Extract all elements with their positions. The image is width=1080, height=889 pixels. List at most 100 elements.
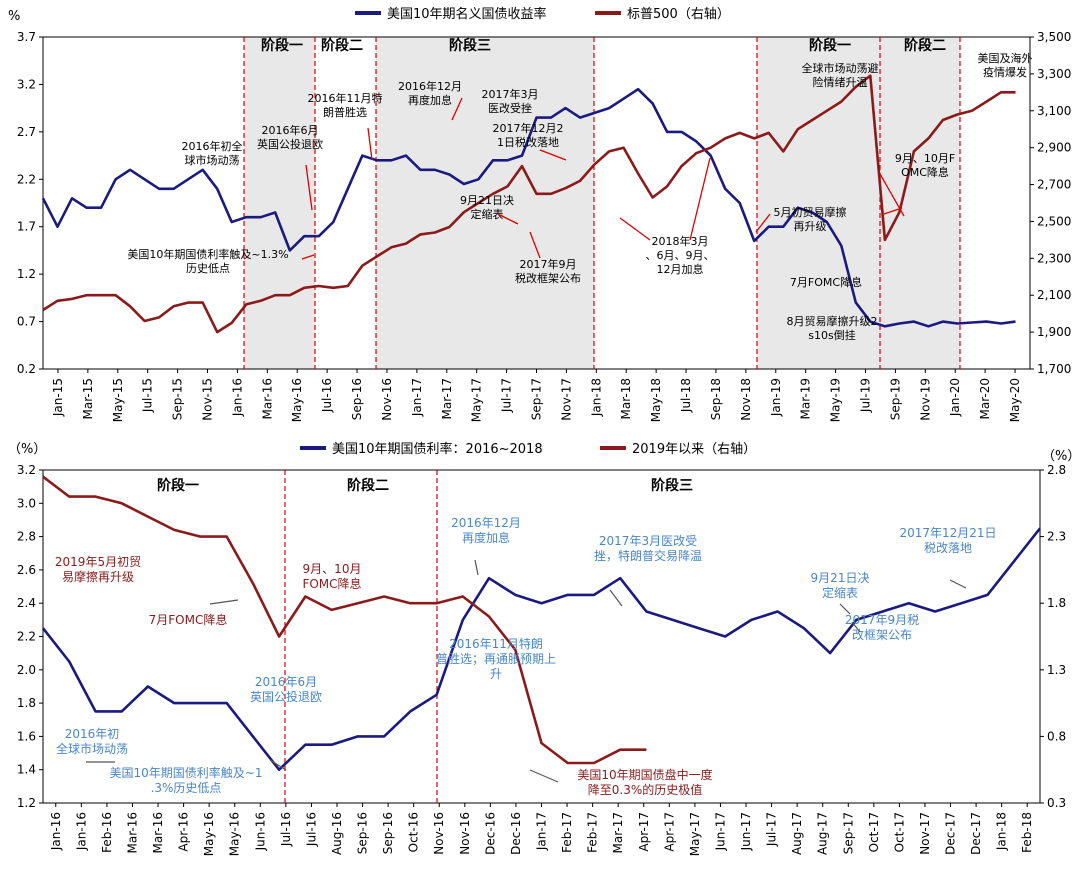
annotation-p1: 2016年初全球市场动荡: [182, 139, 243, 167]
y-left-tick-label: 3.2: [17, 463, 36, 477]
x-tick-label: Jun-16: [253, 812, 267, 851]
stage-label: 阶段一: [809, 37, 851, 54]
annotation-p1: 美国及海外疫情爆发: [978, 51, 1033, 79]
x-tick-label: Oct-16: [407, 812, 421, 852]
annotation-line: 美国10年期国债利率触及~1.3%: [127, 247, 288, 261]
annotation-line: 2017年3月医改受: [599, 534, 697, 548]
annotation-p2: 2017年12月21日税改落地: [899, 526, 996, 555]
annotation-arrow: [367, 127, 373, 161]
annotation-line: 再升级: [794, 220, 827, 233]
x-tick-label: Nov-15: [201, 378, 215, 421]
x-tick-label: Oct-17: [867, 812, 881, 852]
stage-label: 阶段三: [449, 37, 491, 54]
x-tick-label: Nov-16: [380, 378, 394, 421]
y-right-tick-label: 3,300: [1037, 67, 1071, 81]
x-tick-label: Mar-16: [125, 812, 139, 853]
annotation-p2: 2016年初全球市场动荡: [56, 727, 128, 756]
y-right-tick-label: 2,700: [1037, 178, 1071, 192]
annotation-line: 降至0.3%的历史极值: [588, 782, 703, 797]
x-tick-label: Dec-17: [944, 812, 958, 855]
y-right-unit: （%）: [1042, 449, 1080, 464]
y-right-tick-label: 3,100: [1037, 104, 1071, 118]
x-tick-label: Aug-17: [790, 812, 804, 855]
annotation-arrow: [474, 559, 479, 576]
x-tick-label: May-16: [228, 812, 242, 856]
annotation-p2: 2016年6月英国公投退欧: [250, 675, 322, 704]
annotation-line: 2017年12月21日: [899, 526, 996, 540]
x-tick-label: Jul-16: [304, 812, 318, 847]
x-tick-label: Feb-16: [100, 812, 114, 853]
y-left-tick-label: 1.6: [17, 729, 36, 743]
x-tick-label: Jan-17: [535, 812, 549, 851]
y-left-tick-label: 1.8: [17, 696, 36, 710]
stage-label: 阶段二: [347, 477, 389, 494]
annotation-arrow: [305, 164, 313, 211]
y-left-tick-label: 2.8: [17, 530, 36, 544]
annotation-p1: 2016年12月再度加息: [398, 79, 462, 107]
x-tick-label: Jan-16: [230, 378, 244, 417]
annotation-p2: 美国10年期国债盘中一度降至0.3%的历史极值: [577, 767, 712, 797]
annotation-line: .3%历史低点: [151, 781, 222, 795]
x-tick-label: Sep-16: [356, 812, 370, 854]
annotation-p1: 2017年12月2 1日税改落地: [493, 121, 564, 149]
annotation-line: 医改受挫: [488, 101, 532, 115]
annotation-line: 2019年5月初贸: [55, 555, 141, 569]
annotation-line: 改框架公布: [852, 628, 912, 642]
annotation-arrow: [529, 231, 541, 259]
y-left-tick-label: 3.0: [17, 496, 36, 510]
x-tick-label: Nov-18: [739, 378, 753, 421]
annotation-line: 1日税改落地: [497, 135, 559, 149]
annotation-p1: 7月FOMC降息: [790, 275, 862, 289]
x-tick-label: Jul-17: [765, 812, 779, 847]
x-tick-label: Dec-16: [509, 812, 523, 855]
x-tick-label: Nov-17: [559, 378, 573, 421]
x-tick-label: May-18: [649, 378, 663, 422]
x-tick-label: Jan-17: [410, 378, 424, 417]
annotation-line: 9月21日决: [811, 571, 870, 585]
annotation-p1: 2016年6月英国公投退欧: [257, 123, 323, 151]
x-tick-label: May-20: [1008, 378, 1022, 422]
annotation-line: 、6月、9月、: [646, 249, 715, 262]
y-left-tick-label: 2.7: [17, 125, 36, 139]
annotation-line: 朗普胜选: [323, 105, 367, 119]
x-tick-label: Feb-17: [586, 812, 600, 853]
x-tick-label: Jul-15: [141, 378, 155, 413]
x-tick-label: Mar-17: [611, 812, 625, 853]
annotation-p1: 9月21日决定缩表: [460, 194, 514, 221]
x-tick-label: Jul-17: [500, 378, 514, 413]
annotation-line: 定缩表: [822, 585, 858, 600]
x-tick-label: Sep-17: [841, 812, 855, 854]
x-tick-label: Sep-18: [709, 378, 723, 420]
series-line-right-axis: [42, 74, 1016, 334]
annotation-line: 2016年6月: [255, 675, 317, 689]
y-right-tick-label: 3,500: [1037, 30, 1071, 44]
annotation-line: OMC降息: [901, 165, 949, 179]
legend-label: 美国10年期名义国债收益率: [387, 6, 547, 22]
annotation-line: 全球市场动荡: [56, 741, 128, 756]
x-tick-label: Dec-16: [483, 812, 497, 855]
annotation-p2: 2017年3月医改受挫，特朗普交易降温: [594, 534, 702, 563]
annotation-line: 2016年6月: [262, 123, 319, 137]
annotation-p1: 2017年3月医改受挫: [482, 87, 539, 115]
annotation-line: 税改框架公布: [515, 271, 581, 285]
annotation-line: 挫，特朗普交易降温: [594, 548, 702, 563]
stage-label: 阶段一: [157, 477, 199, 494]
x-tick-label: Mar-18: [619, 378, 633, 419]
x-tick-label: Jan-18: [589, 378, 603, 417]
stage-shade: [757, 37, 960, 369]
x-tick-label: Jul-16: [320, 378, 334, 413]
series-line-yield: [41, 527, 1042, 772]
x-tick-label: Mar-20: [978, 378, 992, 419]
annotation-p1: 2018年3月、6月、9月、 12月加息: [646, 234, 715, 276]
annotation-arrow: [497, 213, 519, 225]
annotation-p1: 美国10年期国债利率触及~1.3%历史低点: [127, 247, 288, 275]
annotation-line: 历史低点: [186, 262, 230, 275]
x-tick-label: May-17: [470, 378, 484, 422]
y-right-tick-label: 2.8: [1047, 463, 1066, 477]
x-tick-label: Nov-17: [918, 812, 932, 855]
annotation-line: 2016年初: [65, 727, 120, 741]
x-tick-label: Jun-17: [713, 812, 727, 851]
annotation-line: 球市场动荡: [185, 153, 240, 167]
y-right-tick-label: 2,100: [1037, 288, 1071, 302]
annotation-line: 美国10年期国债利率触及~1: [110, 765, 263, 780]
